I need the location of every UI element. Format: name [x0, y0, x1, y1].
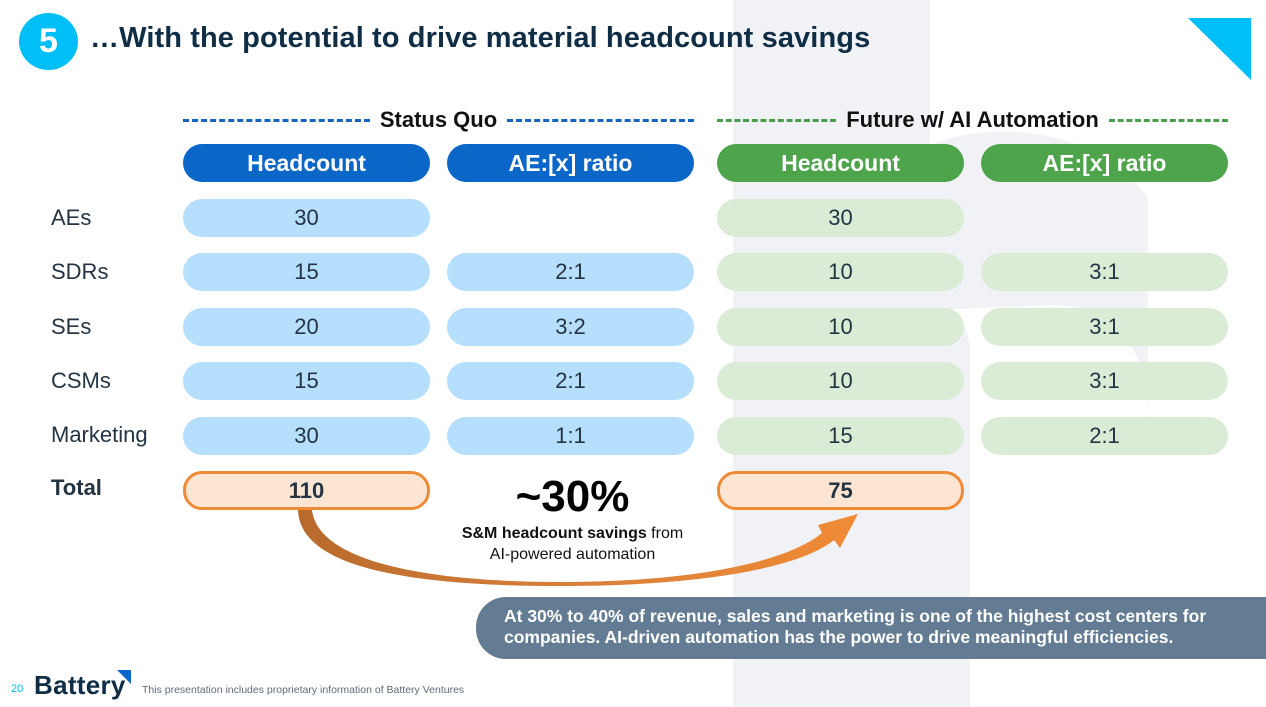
status-quo-ratio-header: AE:[x] ratio [447, 144, 694, 182]
section-number: 5 [39, 22, 58, 60]
fu-ratio-cell: 3:1 [981, 308, 1228, 346]
section-number-badge: 5 [19, 13, 78, 70]
sq-headcount-cell: 30 [183, 199, 430, 237]
sq-headcount-cell: 20 [183, 308, 430, 346]
battery-logo: Battery [34, 670, 126, 700]
logo-corner-icon [117, 670, 131, 684]
row-label-total: Total [51, 475, 102, 500]
status-quo-label: Status Quo [379, 107, 498, 132]
sq-ratio-cell: 3:2 [447, 308, 694, 346]
status-quo-headcount-header: Headcount [183, 144, 430, 182]
sq-headcount-cell: 15 [183, 253, 430, 291]
fu-ratio-cell: 2:1 [981, 417, 1228, 455]
savings-text-rest: from [646, 525, 684, 542]
savings-text-line2: AI-powered automation [489, 546, 656, 563]
row-label-csms: CSMs [51, 368, 111, 393]
fu-headcount-cell: 10 [717, 362, 964, 400]
dashed-divider [717, 118, 837, 122]
fu-ratio-cell: 3:1 [981, 362, 1228, 400]
sq-headcount-cell: 30 [183, 417, 430, 455]
savings-bold-text: S&M headcount savings [461, 525, 647, 542]
page-number: 20 [11, 683, 24, 695]
sq-ratio-cell: 2:1 [447, 253, 694, 291]
fu-headcount-cell: 30 [717, 199, 964, 237]
sq-ratio-cell: 2:1 [447, 362, 694, 400]
insight-callout: At 30% to 40% of revenue, sales and mark… [476, 597, 1266, 659]
future-ratio-header: AE:[x] ratio [981, 144, 1228, 182]
row-label-aes: AEs [51, 205, 92, 230]
fu-headcount-cell: 10 [717, 253, 964, 291]
status-quo-section-header: Status Quo [183, 106, 694, 134]
future-section-header: Future w/ AI Automation [717, 106, 1229, 134]
dashed-divider [183, 118, 370, 122]
dashed-divider [1108, 118, 1229, 122]
savings-description: S&M headcount savings from AI-powered au… [440, 523, 705, 565]
page-title: …With the potential to drive material he… [90, 22, 871, 54]
row-label-ses: SEs [51, 314, 92, 339]
future-headcount-header: Headcount [717, 144, 964, 182]
callout-line-1: At 30% to 40% of revenue, sales and mark… [504, 606, 1207, 626]
savings-percent: ~30% [515, 472, 630, 521]
footer-disclaimer: This presentation includes proprietary i… [142, 684, 465, 696]
row-label-marketing: Marketing [51, 422, 148, 447]
future-label: Future w/ AI Automation [846, 107, 1099, 132]
sq-total-cell: 110 [183, 471, 430, 510]
dashed-divider [507, 118, 694, 122]
corner-triangle-icon [1188, 18, 1251, 80]
fu-headcount-cell: 10 [717, 308, 964, 346]
fu-ratio-cell: 3:1 [981, 253, 1228, 291]
row-label-sdrs: SDRs [51, 259, 109, 284]
fu-total-cell: 75 [717, 471, 964, 510]
callout-line-2: companies. AI-driven automation has the … [504, 627, 1174, 647]
fu-headcount-cell: 15 [717, 417, 964, 455]
sq-headcount-cell: 15 [183, 362, 430, 400]
sq-ratio-cell: 1:1 [447, 417, 694, 455]
